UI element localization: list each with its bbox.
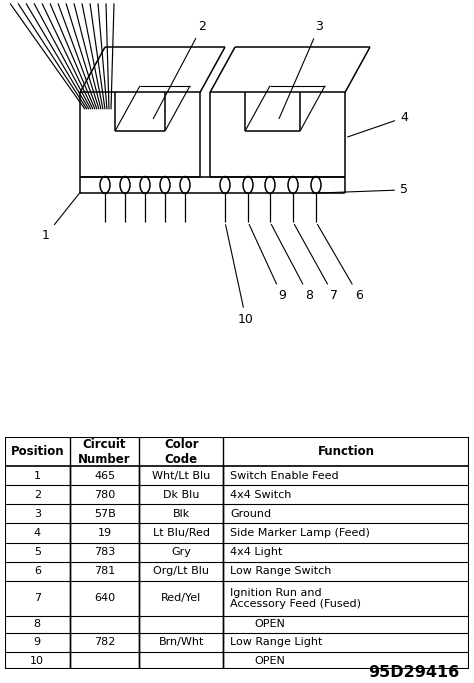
Text: Side Marker Lamp (Feed): Side Marker Lamp (Feed): [230, 528, 370, 538]
Text: Lt Blu/Red: Lt Blu/Red: [153, 528, 210, 538]
Text: Brn/Wht: Brn/Wht: [159, 637, 204, 647]
Text: Wht/Lt Blu: Wht/Lt Blu: [152, 471, 210, 481]
Text: 4: 4: [347, 111, 408, 137]
Text: 19: 19: [98, 528, 112, 538]
Text: Ignition Run and
Accessory Feed (Fused): Ignition Run and Accessory Feed (Fused): [230, 587, 361, 609]
Text: Gry: Gry: [171, 547, 191, 557]
Text: 781: 781: [94, 566, 115, 576]
Text: 5: 5: [313, 183, 408, 196]
Text: 8: 8: [271, 225, 313, 303]
Text: 2: 2: [34, 490, 41, 500]
Text: 7: 7: [34, 594, 41, 603]
Text: OPEN: OPEN: [254, 619, 285, 629]
Text: Low Range Switch: Low Range Switch: [230, 566, 331, 576]
Text: Red/Yel: Red/Yel: [161, 594, 201, 603]
Text: 6: 6: [318, 224, 363, 303]
Text: Ground: Ground: [230, 509, 271, 519]
Text: 4x4 Switch: 4x4 Switch: [230, 490, 292, 500]
Text: 3: 3: [279, 20, 323, 118]
Text: Blk: Blk: [173, 509, 190, 519]
Text: OPEN: OPEN: [254, 656, 285, 666]
Text: 780: 780: [94, 490, 115, 500]
Text: Dk Blu: Dk Blu: [163, 490, 200, 500]
Text: 57B: 57B: [94, 509, 116, 519]
Text: Low Range Light: Low Range Light: [230, 637, 322, 647]
Text: 2: 2: [153, 20, 206, 119]
Text: 6: 6: [34, 566, 41, 576]
Text: Color
Code: Color Code: [164, 438, 199, 466]
Text: 3: 3: [34, 509, 41, 519]
Text: 7: 7: [294, 224, 338, 303]
Text: Position: Position: [10, 445, 64, 458]
Text: 1: 1: [42, 192, 80, 242]
Text: Function: Function: [318, 445, 374, 458]
Text: 1: 1: [34, 471, 41, 481]
Text: 9: 9: [249, 225, 286, 303]
Text: Circuit
Number: Circuit Number: [78, 438, 131, 466]
Text: 782: 782: [94, 637, 115, 647]
Text: Org/Lt Blu: Org/Lt Blu: [153, 566, 209, 576]
Text: 5: 5: [34, 547, 41, 557]
Text: 9: 9: [34, 637, 41, 647]
Text: 465: 465: [94, 471, 115, 481]
Text: 8: 8: [34, 619, 41, 629]
Text: 640: 640: [94, 594, 115, 603]
Text: Switch Enable Feed: Switch Enable Feed: [230, 471, 338, 481]
Text: 783: 783: [94, 547, 115, 557]
Text: 10: 10: [30, 656, 44, 666]
Text: 95D29416: 95D29416: [368, 665, 460, 680]
Text: 4x4 Light: 4x4 Light: [230, 547, 283, 557]
Text: 4: 4: [34, 528, 41, 538]
Text: 10: 10: [226, 225, 254, 326]
